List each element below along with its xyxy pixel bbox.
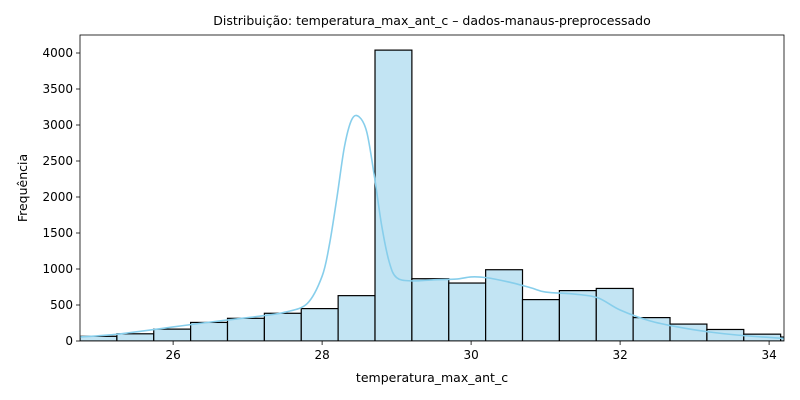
histogram-bar xyxy=(263,312,302,341)
y-tick-label: 2500 xyxy=(42,154,73,168)
histogram-bar xyxy=(521,299,560,341)
histogram-bar xyxy=(374,49,413,341)
plot-frame xyxy=(79,34,785,342)
x-tick-label: 28 xyxy=(314,348,329,362)
histogram-bar xyxy=(448,282,487,341)
x-tick-label: 30 xyxy=(463,348,478,362)
y-tick-label: 1500 xyxy=(42,226,73,240)
histogram-bar xyxy=(411,278,450,341)
histogram-bar xyxy=(153,328,192,341)
y-axis: 0 500 1000 1500 2000 2500 3000 3500 4000 xyxy=(42,46,80,348)
y-tick-label: 3500 xyxy=(42,82,73,96)
histogram-bar xyxy=(558,290,597,341)
x-axis-label: temperatura_max_ant_c xyxy=(356,370,508,385)
y-tick-label: 4000 xyxy=(42,46,73,60)
y-tick-label: 1000 xyxy=(42,262,73,276)
y-tick-label: 2000 xyxy=(42,190,73,204)
histogram-bar xyxy=(116,333,155,341)
x-axis: 26 28 30 32 34 xyxy=(165,341,777,362)
x-tick-label: 32 xyxy=(612,348,627,362)
y-tick-label: 500 xyxy=(50,298,73,312)
chart-title: Distribuição: temperatura_max_ant_c – da… xyxy=(213,13,651,28)
kde-line xyxy=(80,114,784,340)
histogram-bar xyxy=(226,317,265,341)
x-tick-label: 26 xyxy=(165,348,180,362)
y-tick-label: 3000 xyxy=(42,118,73,132)
histogram-bar xyxy=(190,321,229,341)
histogram-bar xyxy=(300,308,339,341)
y-axis-label: Frequência xyxy=(15,154,30,222)
histogram-bar xyxy=(337,295,376,341)
y-tick-label: 0 xyxy=(65,334,73,348)
x-tick-label: 34 xyxy=(761,348,776,362)
histogram-bar xyxy=(595,287,634,341)
bars-layer xyxy=(80,49,784,341)
